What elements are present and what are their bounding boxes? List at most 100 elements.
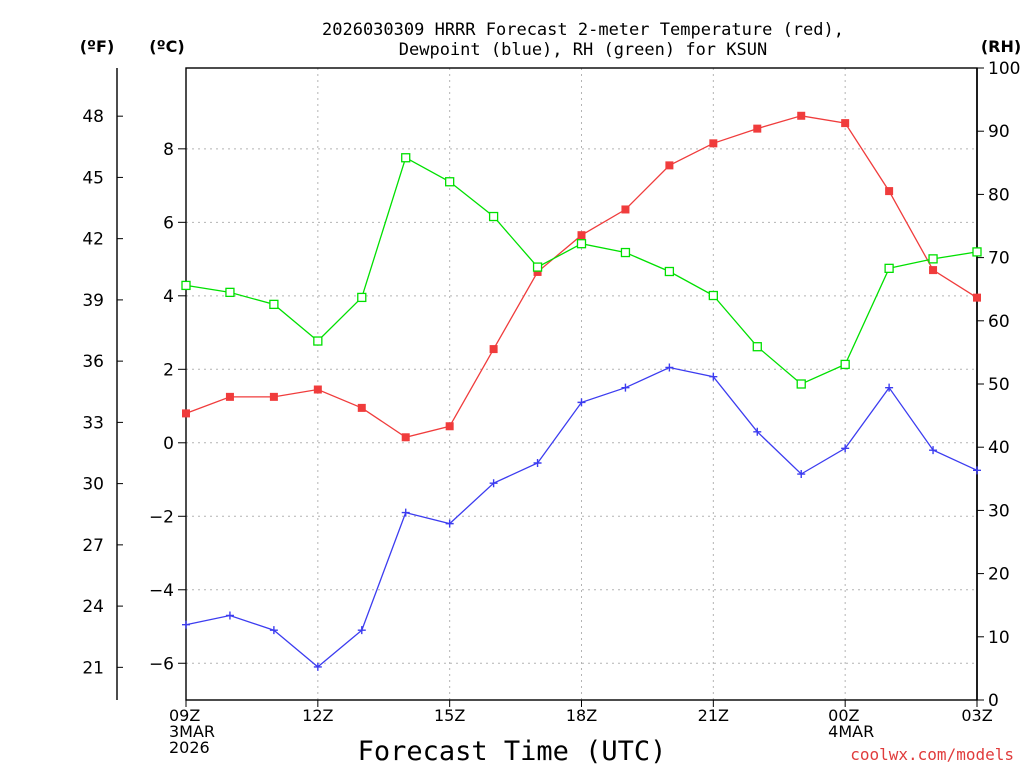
fahrenheit-tick-label: 39 [82, 291, 104, 311]
temperature-point [577, 231, 586, 240]
dewpoint-point [313, 662, 322, 671]
rh-point [620, 247, 631, 258]
dewpoint-point [753, 427, 762, 436]
temperature-point [401, 433, 410, 442]
series-layer [181, 111, 982, 671]
x-tick-label: 03Z [961, 706, 992, 725]
chart-title-line-2: Dewpoint (blue), RH (green) for KSUN [399, 40, 767, 60]
fahrenheit-tick-label: 33 [82, 413, 104, 433]
fahrenheit-tick-label: 45 [82, 168, 104, 188]
celsius-tick-label: 6 [163, 213, 174, 233]
rh-tick-label: 0 [988, 691, 999, 711]
dewpoint-point [797, 470, 806, 479]
dewpoint-point [182, 620, 190, 629]
temperature-point [885, 187, 894, 196]
rh-tick-label: 90 [988, 122, 1010, 142]
dewpoint-point [357, 626, 366, 635]
rh-point [840, 359, 850, 370]
rh-point [488, 211, 499, 222]
x-tick-label: 12Z [302, 706, 333, 725]
rh-point [884, 263, 894, 273]
axis-layer: −6−4−20246821242730333639424548010203040… [82, 59, 1020, 757]
temperature-point [753, 124, 762, 133]
fahrenheit-axis-unit: (ºF) [80, 37, 115, 56]
temperature-point [797, 111, 806, 120]
rh-point [269, 299, 279, 310]
x-tick-date-label: 3MAR [169, 722, 215, 741]
fahrenheit-tick-label: 42 [82, 230, 104, 250]
dewpoint-point [973, 466, 981, 475]
rh-point [445, 177, 455, 187]
celsius-tick-label: 2 [163, 360, 174, 380]
rh-tick-label: 100 [988, 59, 1020, 79]
fahrenheit-tick-label: 30 [82, 475, 104, 495]
rh-tick-label: 60 [988, 312, 1010, 332]
x-tick-label: 15Z [434, 706, 465, 725]
temperature-point [445, 422, 454, 431]
celsius-tick-label: 8 [163, 140, 174, 160]
rh-point [752, 342, 762, 352]
dewpoint-point [489, 479, 498, 488]
fahrenheit-tick-label: 21 [82, 658, 104, 678]
dewpoint-point [709, 372, 718, 381]
rh-point [576, 239, 587, 249]
dewpoint-point [621, 383, 630, 392]
rh-tick-label: 80 [988, 185, 1010, 205]
dewpoint-point [665, 363, 674, 372]
temperature-point [929, 266, 938, 275]
x-axis-title: Forecast Time (UTC) [358, 736, 667, 767]
temperature-point [665, 161, 674, 170]
celsius-tick-label: 0 [163, 434, 174, 454]
rh-tick-label: 50 [988, 375, 1010, 395]
temperature-point [225, 392, 234, 401]
rh-point [181, 280, 191, 291]
temperature-point [182, 409, 190, 418]
credit-text: coolwx.com/models [850, 745, 1014, 764]
temperature-point [841, 119, 850, 128]
celsius-tick-label: −4 [149, 581, 174, 601]
x-tick-date-label: 2026 [169, 738, 210, 757]
fahrenheit-tick-label: 36 [82, 352, 104, 372]
dewpoint-point [401, 508, 410, 517]
x-tick-date-label: 4MAR [828, 722, 874, 741]
celsius-tick-label: −2 [149, 507, 174, 527]
temperature-point [269, 392, 278, 401]
temperature-point [709, 139, 718, 148]
dewpoint-point [533, 459, 542, 467]
celsius-tick-label: 4 [163, 287, 174, 307]
rh-point [928, 254, 938, 264]
rh-tick-label: 20 [988, 565, 1010, 585]
celsius-axis-unit: (ºC) [149, 37, 184, 56]
dewpoint-point [445, 519, 454, 528]
rh-point [796, 379, 806, 389]
rh-point [313, 336, 323, 346]
x-tick-label: 18Z [566, 706, 597, 725]
temperature-point [973, 293, 981, 302]
rh-point [532, 262, 543, 272]
temperature-point [313, 385, 322, 394]
rh-tick-label: 10 [988, 628, 1010, 648]
rh-tick-label: 30 [988, 501, 1010, 521]
fahrenheit-tick-label: 48 [82, 107, 104, 127]
dewpoint-point [225, 611, 234, 620]
celsius-tick-label: −6 [149, 654, 174, 674]
rh-point [225, 287, 235, 298]
x-tick-label: 09Z [169, 706, 200, 725]
dewpoint-point [577, 398, 586, 407]
dewpoint-point [885, 383, 894, 392]
rh-point [357, 292, 367, 303]
dewpoint-point [269, 626, 278, 635]
rh-point [708, 290, 718, 301]
fahrenheit-tick-label: 27 [82, 536, 104, 556]
rh-point [664, 266, 675, 277]
temperature-point [357, 403, 366, 412]
chart-title-line-1: 2026030309 HRRR Forecast 2-meter Tempera… [322, 20, 844, 40]
rh-tick-label: 70 [988, 249, 1010, 269]
x-tick-label: 00Z [828, 706, 859, 725]
dewpoint-point [929, 446, 938, 455]
temperature-point [489, 345, 498, 354]
grid-layer [186, 68, 977, 700]
x-tick-label: 21Z [698, 706, 729, 725]
rh-axis-unit: (RH) [981, 37, 1021, 56]
